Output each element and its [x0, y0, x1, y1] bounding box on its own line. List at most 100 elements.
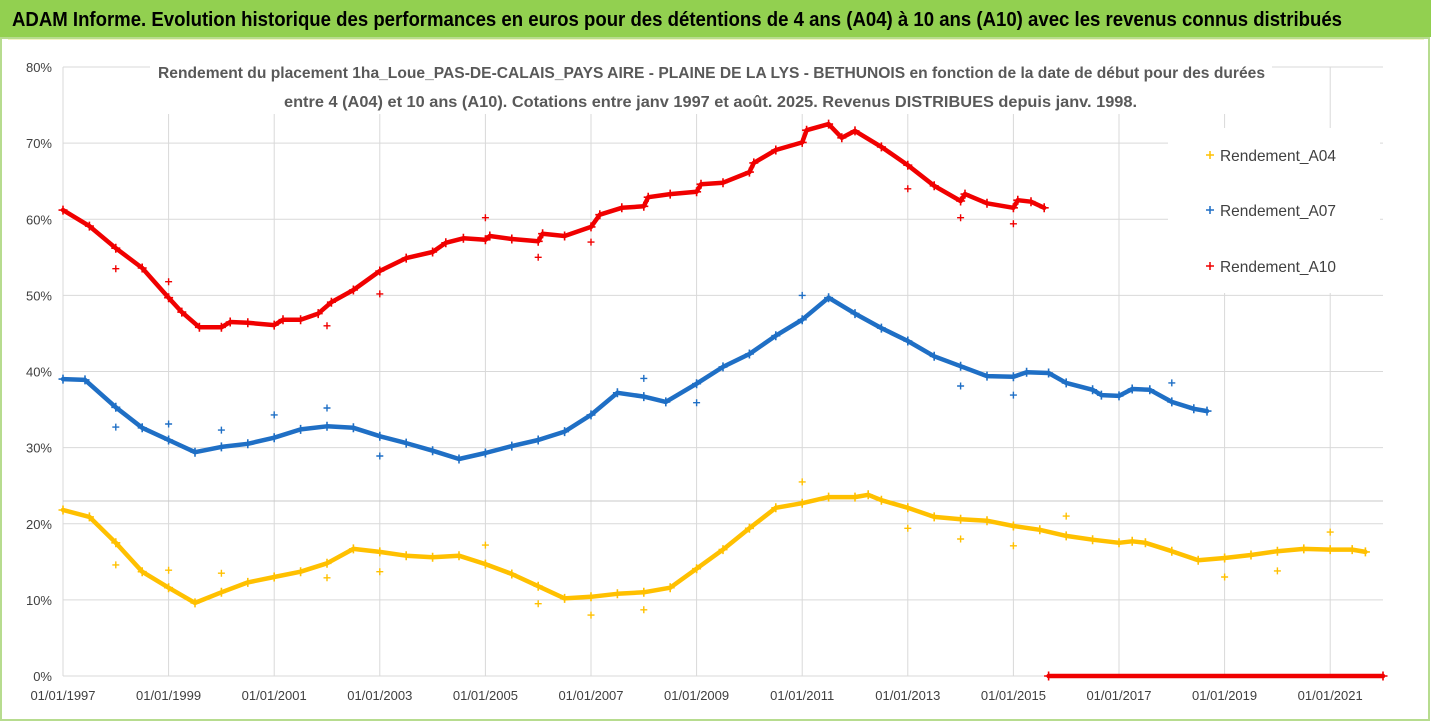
data-point [322, 421, 332, 431]
data-point [313, 309, 323, 319]
data-point [533, 581, 543, 591]
data-point [58, 205, 68, 215]
isolated-data-point [112, 561, 120, 569]
data-point [718, 545, 728, 555]
data-point [84, 512, 94, 522]
data-point [744, 523, 754, 533]
data-point [111, 243, 121, 253]
data-point [1061, 378, 1071, 388]
legend-item-rendement-a04: Rendement_A04 [1206, 148, 1336, 165]
data-point [903, 336, 913, 346]
y-tick-label: 50% [26, 288, 52, 303]
data-point [929, 512, 939, 522]
data-point [480, 448, 490, 458]
isolated-data-point [957, 214, 965, 222]
data-point [960, 189, 970, 199]
chart-frame [0, 37, 1430, 721]
isolated-data-point [1326, 528, 1334, 536]
legend-label-a04: Rendement_A04 [1220, 148, 1336, 165]
data-point [441, 238, 451, 248]
data-point [401, 253, 411, 263]
legend-item-rendement-a10: Rendement_A10 [1206, 259, 1336, 276]
data-point [956, 196, 966, 206]
data-point [837, 133, 847, 143]
data-point [538, 229, 548, 239]
series-line [60, 295, 1210, 462]
data-point [326, 297, 336, 307]
isolated-data-point [165, 420, 173, 428]
data-point [84, 221, 94, 231]
data-point [1013, 195, 1023, 205]
data-point [533, 236, 543, 246]
data-point [58, 374, 68, 384]
data-point [454, 551, 464, 561]
isolated-data-point [270, 411, 278, 419]
data-series [58, 119, 1388, 681]
data-point [111, 538, 121, 548]
data-point [824, 293, 834, 303]
title-banner [0, 0, 1431, 37]
data-point [612, 388, 622, 398]
data-point [850, 492, 860, 502]
data-point [1035, 525, 1045, 535]
y-tick-label: 20% [26, 517, 52, 532]
data-point [692, 379, 702, 389]
data-point [595, 210, 605, 220]
y-tick-label: 10% [26, 593, 52, 608]
isolated-data-point [323, 322, 331, 330]
legend-marker-a07 [1206, 206, 1214, 214]
data-point [322, 558, 332, 568]
chart-title-line-1: Rendement du placement 1ha_Loue_PAS-DE-C… [158, 65, 1265, 82]
data-point [428, 446, 438, 456]
data-point [982, 198, 992, 208]
data-point [586, 410, 596, 420]
data-point [428, 552, 438, 562]
y-tick-label: 40% [26, 365, 52, 380]
data-point [401, 551, 411, 561]
data-point [1044, 671, 1054, 681]
data-point [749, 158, 759, 168]
data-point [177, 307, 187, 317]
chart-title-background [150, 56, 1272, 114]
data-point [982, 516, 992, 526]
data-point [243, 577, 253, 587]
data-point [485, 231, 495, 241]
data-point [1061, 531, 1071, 541]
isolated-data-point [587, 611, 595, 619]
data-point [428, 247, 438, 257]
data-point [1325, 545, 1335, 555]
x-tick-label: 01/01/1997 [30, 688, 95, 703]
data-point [718, 178, 728, 188]
data-point [375, 431, 385, 441]
data-point [1008, 203, 1018, 213]
data-point [1378, 671, 1388, 681]
data-point [296, 567, 306, 577]
data-point [1088, 535, 1098, 545]
data-point [1167, 397, 1177, 407]
data-point [137, 423, 147, 433]
data-point [850, 309, 860, 319]
x-tick-label: 01/01/2011 [770, 688, 834, 703]
data-point [1008, 521, 1018, 531]
data-point [348, 423, 358, 433]
x-tick-label: 01/01/2019 [1192, 688, 1257, 703]
isolated-data-point [957, 535, 965, 543]
data-point [560, 427, 570, 437]
data-point [824, 119, 834, 129]
data-point [1202, 406, 1212, 416]
data-point [111, 402, 121, 412]
chart-title-line-2: entre 4 (A04) et 10 ans (A10). Cotations… [284, 94, 1137, 111]
x-tick-label: 01/01/1999 [136, 688, 201, 703]
data-point [375, 266, 385, 276]
data-point [797, 498, 807, 508]
data-point [1008, 372, 1018, 382]
data-point [876, 142, 886, 152]
data-point [269, 320, 279, 330]
x-tick-label: 01/01/2001 [242, 688, 307, 703]
data-point [269, 572, 279, 582]
isolated-data-point [112, 265, 120, 273]
data-point [797, 137, 807, 147]
data-point [1299, 544, 1309, 554]
data-point [1022, 367, 1032, 377]
data-point [560, 231, 570, 241]
